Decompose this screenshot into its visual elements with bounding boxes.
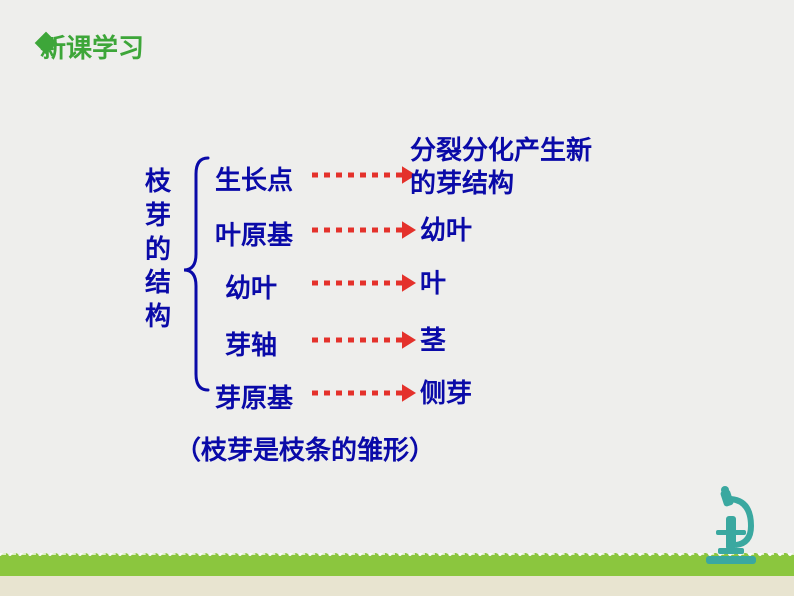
grass-decoration — [0, 556, 794, 576]
arrow-icon — [310, 271, 420, 295]
develops-into-label: 茎 — [420, 325, 446, 358]
arrow-icon — [310, 218, 420, 242]
curly-brace-icon — [178, 150, 218, 410]
microscope-icon — [696, 486, 766, 566]
structure-term: 生长点 — [215, 160, 293, 197]
slide-header: 新课学习 — [40, 28, 144, 65]
develops-into-label: 侧芽 — [420, 378, 472, 411]
arrow-icon — [310, 163, 420, 187]
diagram-caption: （枝芽是枝条的雏形） — [175, 430, 435, 467]
develops-into-label: 分裂分化产生新的芽结构 — [410, 135, 592, 200]
structure-term: 叶原基 — [215, 215, 293, 252]
vertical-category-label: 枝芽的结构 — [145, 165, 171, 334]
structure-term: 芽轴 — [225, 325, 277, 362]
soil-decoration — [0, 576, 794, 596]
header-title: 新课学习 — [40, 28, 144, 65]
structure-term: 幼叶 — [225, 268, 277, 305]
develops-into-label: 叶 — [420, 268, 446, 301]
structure-term: 芽原基 — [215, 378, 293, 415]
develops-into-label: 幼叶 — [420, 215, 472, 248]
arrow-icon — [310, 328, 420, 352]
arrow-icon — [310, 381, 420, 405]
